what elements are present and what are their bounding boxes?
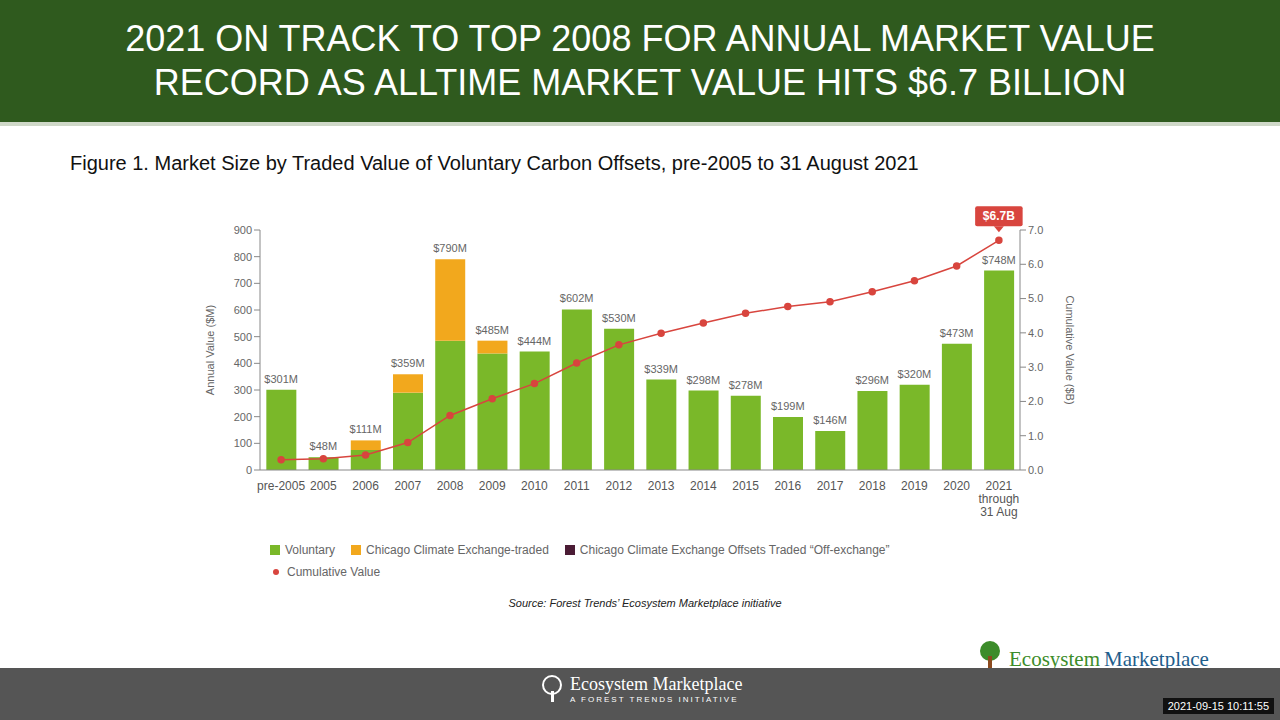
svg-text:900: 900 xyxy=(234,224,252,236)
svg-text:2018: 2018 xyxy=(859,479,886,493)
svg-text:400: 400 xyxy=(234,357,252,369)
svg-text:2015: 2015 xyxy=(732,479,759,493)
svg-text:$359M: $359M xyxy=(391,357,425,369)
html-text:Chicago Climate Exchange Offse: Chicago Climate Exchange Offsets Traded … xyxy=(579,543,890,557)
svg-text:100: 100 xyxy=(234,437,252,449)
html-text:2021 ON TRACK TO TOP 2008 FOR: 2021 ON TRACK TO TOP 2008 FOR ANNUAL MAR… xyxy=(125,18,1155,59)
svg-text:$748M: $748M xyxy=(982,254,1016,266)
svg-text:$530M: $530M xyxy=(602,312,636,324)
svg-text:2005: 2005 xyxy=(310,479,337,493)
svg-text:0: 0 xyxy=(246,464,252,476)
svg-text:2012: 2012 xyxy=(606,479,633,493)
svg-text:$48M: $48M xyxy=(310,440,338,452)
svg-text:2021through31 Aug: 2021through31 Aug xyxy=(979,479,1020,519)
svg-text:$6.7B: $6.7B xyxy=(983,209,1015,223)
svg-text:2019: 2019 xyxy=(901,479,928,493)
svg-text:2009: 2009 xyxy=(479,479,506,493)
svg-text:2011: 2011 xyxy=(564,479,590,493)
svg-text:700: 700 xyxy=(234,277,252,289)
svg-text:$298M: $298M xyxy=(687,374,721,386)
svg-text:$790M: $790M xyxy=(433,242,467,254)
svg-text:$278M: $278M xyxy=(729,379,763,391)
svg-text:4.0: 4.0 xyxy=(1028,327,1043,339)
html-text:Ecosystem Marketplace: Ecosystem Marketplace xyxy=(570,674,743,694)
svg-text:200: 200 xyxy=(234,411,252,423)
html-text:RECORD AS ALLTIME MARKET VALUE: RECORD AS ALLTIME MARKET VALUE HITS $6.7… xyxy=(153,62,1127,103)
svg-text:2008: 2008 xyxy=(437,479,464,493)
svg-text:Annual Value ($M): Annual Value ($M) xyxy=(204,305,216,395)
svg-text:2016: 2016 xyxy=(774,479,801,493)
svg-text:2017: 2017 xyxy=(817,479,844,493)
svg-text:$146M: $146M xyxy=(813,414,847,426)
svg-text:$111M: $111M xyxy=(350,423,382,435)
svg-text:$339M: $339M xyxy=(644,363,678,375)
svg-text:2020: 2020 xyxy=(943,479,970,493)
svg-text:$473M: $473M xyxy=(940,327,974,339)
svg-text:2014: 2014 xyxy=(690,479,717,493)
svg-text:$301M: $301M xyxy=(264,373,298,385)
svg-text:Cumulative Value ($B): Cumulative Value ($B) xyxy=(1064,295,1076,404)
svg-text:$296M: $296M xyxy=(855,374,889,386)
svg-text:$444M: $444M xyxy=(518,335,552,347)
svg-text:800: 800 xyxy=(234,251,252,263)
svg-text:$602M: $602M xyxy=(560,292,594,304)
html-text:Voluntary: Voluntary xyxy=(285,543,335,557)
svg-text:500: 500 xyxy=(234,331,252,343)
svg-text:2013: 2013 xyxy=(648,479,675,493)
svg-text:$485M: $485M xyxy=(475,324,509,336)
svg-text:2006: 2006 xyxy=(352,479,379,493)
svg-text:1.0: 1.0 xyxy=(1028,430,1043,442)
html-text:2021-09-15 10:11:55: 2021-09-15 10:11:55 xyxy=(1167,700,1269,712)
svg-text:2007: 2007 xyxy=(394,479,421,493)
html-text:Cumulative Value: Cumulative Value xyxy=(287,565,381,579)
html-text:Chicago Climate Exchange-trade: Chicago Climate Exchange-traded xyxy=(366,543,549,557)
svg-text:3.0: 3.0 xyxy=(1028,361,1043,373)
svg-text:$320M: $320M xyxy=(898,368,932,380)
html-text:Figure 1. Market Size by Trade: Figure 1. Market Size by Traded Value of… xyxy=(70,152,919,174)
html-text:Ecosystem Marketplace: Ecosystem Marketplace xyxy=(1009,647,1209,671)
svg-text:2.0: 2.0 xyxy=(1028,395,1043,407)
svg-text:7.0: 7.0 xyxy=(1028,224,1043,236)
svg-text:2010: 2010 xyxy=(521,479,548,493)
svg-text:300: 300 xyxy=(234,384,252,396)
svg-text:0.0: 0.0 xyxy=(1028,464,1043,476)
html-text:A FOREST TRENDS INITIATIVE: A FOREST TRENDS INITIATIVE xyxy=(570,695,739,704)
svg-text:6.0: 6.0 xyxy=(1028,258,1043,270)
svg-text:600: 600 xyxy=(234,304,252,316)
html-text:Source: Forest Trends’ Ecosyst: Source: Forest Trends’ Ecosystem Marketp… xyxy=(508,597,782,609)
svg-text:pre-2005: pre-2005 xyxy=(257,479,305,493)
svg-text:5.0: 5.0 xyxy=(1028,292,1043,304)
svg-text:$199M: $199M xyxy=(771,400,805,412)
